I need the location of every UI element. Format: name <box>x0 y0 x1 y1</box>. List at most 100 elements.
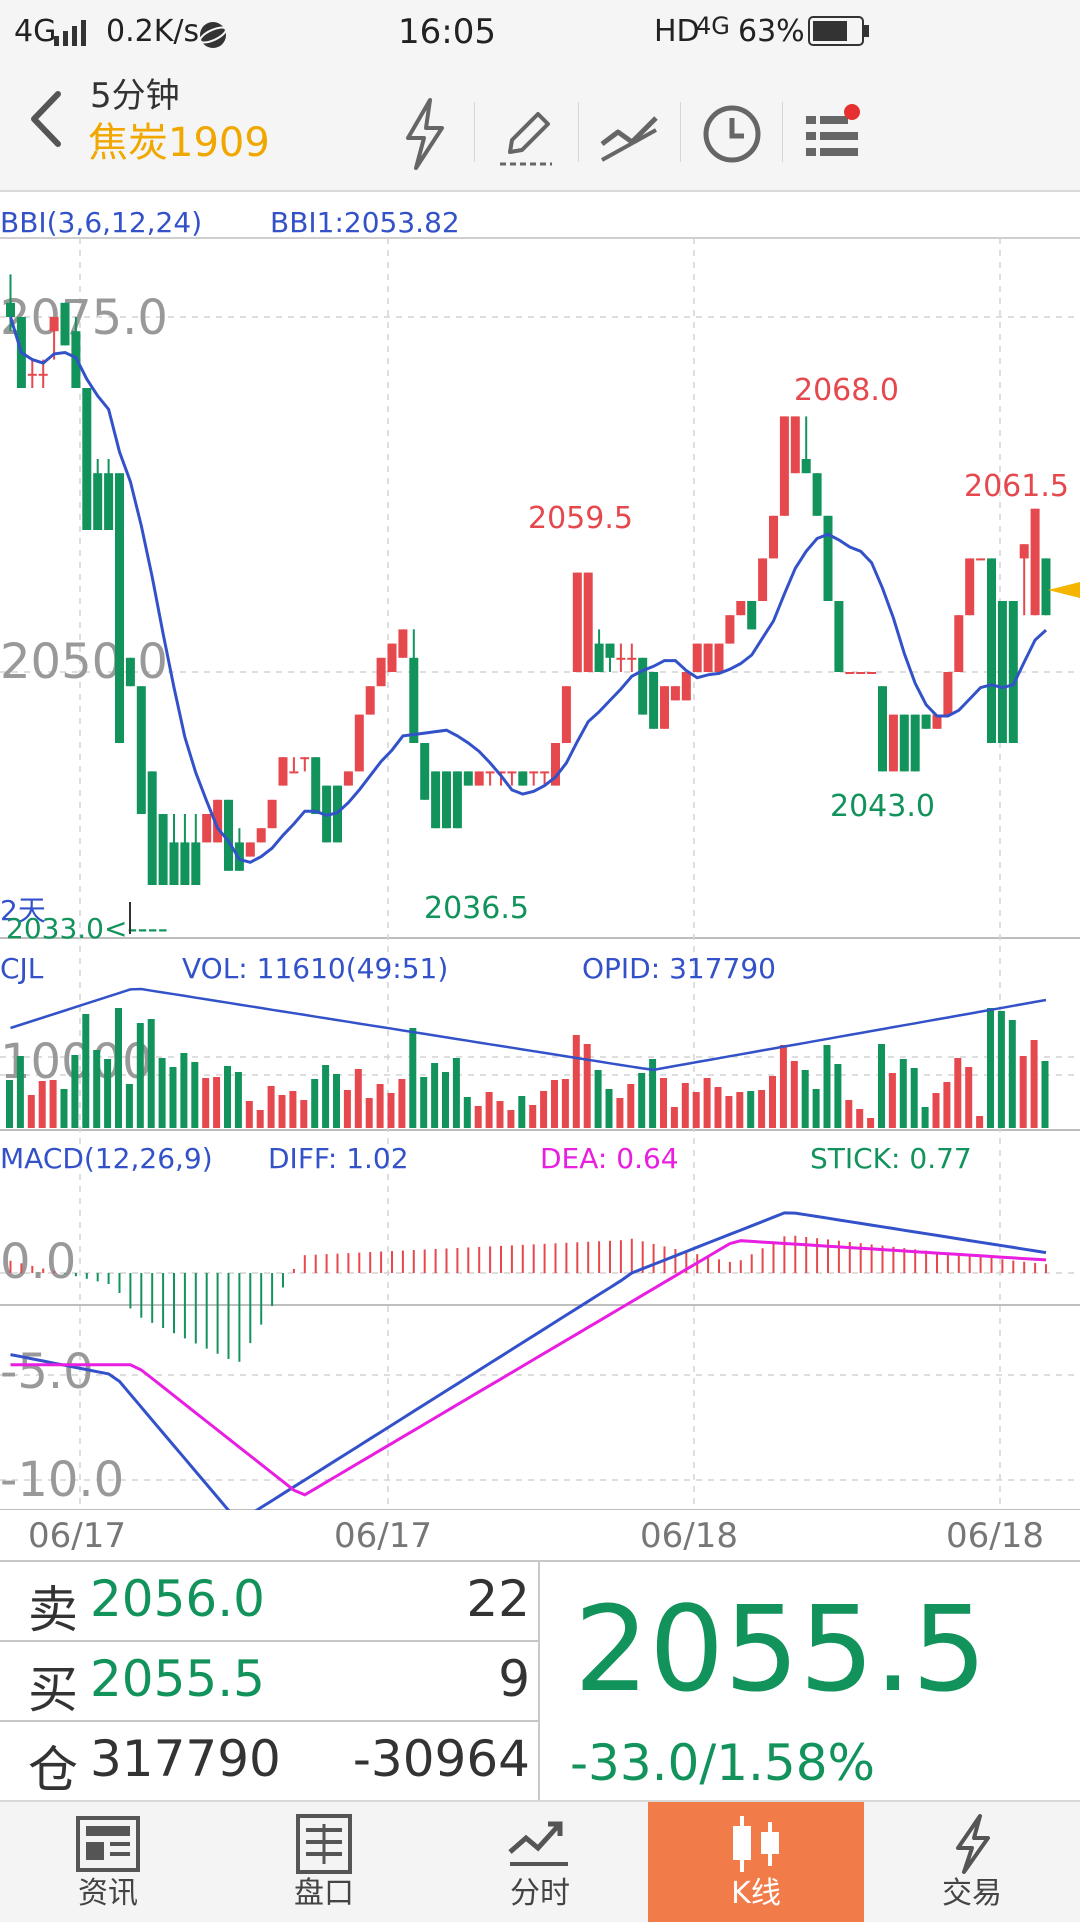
volume-bar <box>834 1064 842 1128</box>
news-icon <box>76 1816 140 1872</box>
open-interest-value: OPID: 317790 <box>582 952 776 985</box>
volume-bar <box>540 1091 548 1128</box>
candle <box>703 643 713 672</box>
candle <box>27 373 37 376</box>
candle <box>376 657 386 687</box>
candle <box>747 601 757 630</box>
volume-bar <box>213 1077 221 1128</box>
quote-panel: 卖 2056.0 22 买 2055.5 9 仓 317790 -30964 2… <box>0 1560 1080 1802</box>
x-axis-label: 06/18 <box>640 1516 738 1556</box>
sell-label: 卖 <box>28 1581 78 1639</box>
volume-bar <box>987 1008 994 1128</box>
volume-bar <box>82 1014 90 1128</box>
tab-news[interactable]: 资讯 <box>0 1802 216 1922</box>
candle <box>954 615 964 672</box>
tab-label: K线 <box>731 1876 781 1911</box>
volume-bar <box>202 1078 210 1128</box>
menu-icon[interactable] <box>790 94 870 174</box>
volume-label: CJL <box>0 952 44 985</box>
back-button[interactable] <box>24 84 74 154</box>
tab-trade[interactable]: 交易 <box>864 1802 1080 1922</box>
draw-pen-icon[interactable] <box>486 94 566 174</box>
candle <box>878 686 887 772</box>
volume-bar <box>420 1077 428 1128</box>
clock-time: 16:05 <box>398 12 496 52</box>
candlestick-icon <box>733 1816 779 1872</box>
volume-bar <box>333 1074 340 1128</box>
volume-bar <box>485 1092 493 1128</box>
timeshare-icon <box>508 1821 568 1866</box>
volume-bar <box>714 1087 722 1128</box>
low-marker: 2033.0<---- <box>6 912 168 945</box>
diff-line <box>10 1211 1047 1510</box>
candle <box>507 771 517 774</box>
candle <box>965 558 975 616</box>
volume-bar <box>169 1067 177 1128</box>
tab-label: 分时 <box>510 1876 570 1911</box>
tab-orderbook[interactable]: 盘口 <box>216 1802 432 1922</box>
volume-bar <box>398 1079 406 1128</box>
app-header: 5分钟 焦炭1909 <box>0 72 1080 192</box>
sell-row[interactable]: 卖 2056.0 22 <box>0 1562 538 1642</box>
stick-value: STICK: 0.77 <box>810 1142 972 1175</box>
volume-bar <box>234 1072 242 1128</box>
candle <box>1019 544 1029 559</box>
trendline-icon[interactable] <box>590 94 670 174</box>
candle <box>692 643 702 672</box>
symbol-title[interactable]: 焦炭1909 <box>88 120 270 166</box>
signal-icon <box>54 20 86 46</box>
candle <box>125 657 135 687</box>
volume-bar <box>627 1084 635 1128</box>
volume-bar <box>1041 1061 1049 1128</box>
candle <box>594 643 604 672</box>
candle <box>529 771 539 774</box>
clock-icon[interactable] <box>692 94 772 174</box>
grid <box>0 238 1080 1510</box>
x-axis-label: 06/17 <box>28 1516 126 1556</box>
lightning-icon[interactable] <box>384 94 464 174</box>
volume-bar <box>452 1058 460 1128</box>
volume-bar <box>93 1050 101 1128</box>
candle <box>888 714 898 772</box>
candle <box>158 814 168 885</box>
candle <box>300 757 310 760</box>
volume-bar <box>801 1070 809 1128</box>
candle <box>49 317 59 332</box>
volume-bar <box>16 1056 24 1128</box>
price-axis-label: 2075.0 <box>0 290 168 346</box>
volume-bar <box>692 1092 700 1128</box>
volume-bar <box>736 1092 744 1128</box>
volume-bar <box>899 1059 907 1128</box>
candle <box>638 657 648 715</box>
price-annotation: 2068.0 <box>794 373 899 408</box>
candle <box>38 373 48 376</box>
candle <box>387 643 397 672</box>
macd-axis-label: -5.0 <box>0 1344 94 1400</box>
volume-bar <box>747 1091 755 1128</box>
price-pointer-icon <box>1048 582 1080 598</box>
volume-bar <box>136 1023 144 1128</box>
candle <box>136 686 146 814</box>
candle <box>224 799 233 871</box>
candles <box>6 274 1051 885</box>
volume-bar <box>49 1080 57 1128</box>
candle <box>60 302 70 346</box>
volume-bar <box>442 1072 449 1128</box>
volume-bar <box>496 1101 504 1128</box>
tab-timeshare[interactable]: 分时 <box>432 1802 648 1922</box>
candle <box>518 771 528 786</box>
candle <box>431 771 441 829</box>
candle <box>485 771 495 774</box>
volume-bar <box>322 1065 330 1128</box>
buy-row[interactable]: 买 2055.5 9 <box>0 1642 538 1722</box>
period-label[interactable]: 5分钟 <box>90 76 180 116</box>
period-tag: 2天 <box>0 894 46 927</box>
battery-icon <box>808 16 869 46</box>
volume-bar <box>997 1011 1005 1128</box>
dea-value: DEA: 0.64 <box>540 1142 679 1175</box>
open-interest: 317790 <box>90 1730 281 1788</box>
volume-bar <box>289 1091 297 1128</box>
volume-bar <box>878 1044 885 1128</box>
tab-kline[interactable]: K线 <box>648 1802 864 1922</box>
kline-chart[interactable]: BBI(3,6,12,24) BBI1:2053.82 2075.0 2050.… <box>0 192 1080 1510</box>
